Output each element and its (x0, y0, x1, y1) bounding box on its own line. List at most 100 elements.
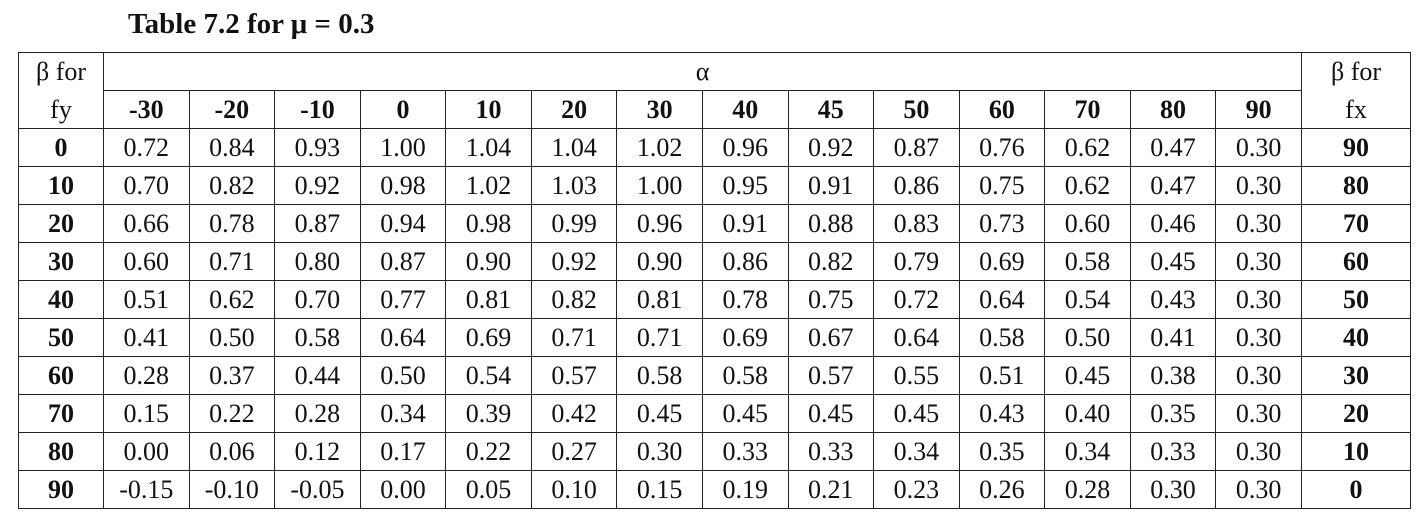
value-cell: 0.62 (1044, 166, 1131, 205)
row-label: 0 (18, 128, 104, 167)
table-row: 80 0.00 0.06 0.12 0.17 0.22 0.27 0.30 0.33 0.33 0.… (18, 432, 1411, 471)
value-cell: 0.00 (103, 432, 190, 471)
value-cell: -0.05 (274, 470, 361, 509)
table-row: β for α β for (18, 52, 1411, 91)
value-cell: 0.80 (274, 242, 361, 281)
value-cell: 0.34 (359, 394, 447, 433)
value-cell: 0.90 (616, 242, 703, 281)
value-cell: 0.86 (701, 242, 789, 281)
value-cell: 0.12 (274, 432, 361, 471)
row-label: 60 (1301, 242, 1411, 281)
table-row: fy -30 -20 -10 0 10 20 30 40 45 50 60 70 80 90 fx (18, 90, 1411, 129)
value-cell: 0.93 (274, 128, 361, 167)
header-label: β for (1301, 52, 1411, 91)
value-cell: 0.10 (530, 470, 618, 509)
value-cell: 0.43 (958, 394, 1046, 433)
table-row: 30 0.60 0.71 0.80 0.87 0.90 0.92 0.90 0.86 0.82 0.… (18, 242, 1411, 281)
column-header: 30 (616, 90, 703, 129)
row-label: 50 (1301, 280, 1411, 319)
value-cell: 0.34 (1044, 432, 1131, 471)
row-label: 70 (1301, 204, 1411, 243)
value-cell: 0.47 (1129, 166, 1217, 205)
value-cell: 0.92 (530, 242, 618, 281)
header-label: β for (18, 52, 104, 91)
row-label: 80 (18, 432, 104, 471)
value-cell: 0.44 (274, 356, 361, 395)
row-label: 60 (18, 356, 104, 395)
column-header: 10 (445, 90, 532, 129)
value-cell: 0.45 (873, 394, 960, 433)
value-cell: 0.21 (787, 470, 875, 509)
value-cell: 0.60 (1044, 204, 1131, 243)
value-cell: 0.30 (1215, 128, 1302, 167)
value-cell: 0.58 (274, 318, 361, 357)
data-table: β for α β for fy -30 -20 -10 0 10 20 30 40 45 50 60 70 8… (18, 52, 1411, 509)
value-cell: 0.86 (873, 166, 960, 205)
value-cell: 0.82 (188, 166, 276, 205)
table-row: 60 0.28 0.37 0.44 0.50 0.54 0.57 0.58 0.58 0.57 0.… (18, 356, 1411, 395)
value-cell: 0.90 (445, 242, 532, 281)
value-cell: 1.00 (616, 166, 703, 205)
value-cell: 0.45 (616, 394, 703, 433)
value-cell: 0.58 (616, 356, 703, 395)
value-cell: 0.30 (1215, 356, 1302, 395)
value-cell: 0.47 (1129, 128, 1217, 167)
value-cell: 0.38 (1129, 356, 1217, 395)
row-label: 10 (18, 166, 104, 205)
value-cell: 0.50 (359, 356, 447, 395)
value-cell: 0.26 (958, 470, 1046, 509)
value-cell: 0.75 (958, 166, 1046, 205)
value-cell: 1.00 (359, 128, 447, 167)
value-cell: 0.22 (188, 394, 276, 433)
table-row: 90 -0.15 -0.10 -0.05 0.00 0.05 0.10 0.15 0.19 0.2… (18, 470, 1411, 509)
table-row: 70 0.15 0.22 0.28 0.34 0.39 0.42 0.45 0.45 0.45 0.… (18, 394, 1411, 433)
value-cell: 0.30 (1215, 470, 1302, 509)
group-header: α (103, 52, 1302, 91)
column-header: 80 (1129, 90, 1217, 129)
row-label: 10 (1301, 432, 1411, 471)
value-cell: 0.99 (530, 204, 618, 243)
value-cell: 0.30 (1215, 318, 1302, 357)
value-cell: 0.06 (188, 432, 276, 471)
value-cell: 0.58 (1044, 242, 1131, 281)
value-cell: 0.71 (188, 242, 276, 281)
value-cell: 0.45 (1044, 356, 1131, 395)
value-cell: 0.23 (873, 470, 960, 509)
value-cell: 0.92 (274, 166, 361, 205)
value-cell: 0.33 (787, 432, 875, 471)
value-cell: 0.70 (274, 280, 361, 319)
value-cell: 0.39 (445, 394, 532, 433)
value-cell: 0.34 (873, 432, 960, 471)
value-cell: 0.30 (616, 432, 703, 471)
value-cell: 0.46 (1129, 204, 1217, 243)
value-cell: 0.17 (359, 432, 447, 471)
value-cell: 0.45 (787, 394, 875, 433)
value-cell: 0.33 (701, 432, 789, 471)
value-cell: 0.92 (787, 128, 875, 167)
value-cell: 0.73 (958, 204, 1046, 243)
value-cell: 0.69 (958, 242, 1046, 281)
value-cell: 0.45 (1129, 242, 1217, 281)
value-cell: 0.75 (787, 280, 875, 319)
value-cell: 1.02 (445, 166, 532, 205)
value-cell: -0.10 (188, 470, 276, 509)
value-cell: 0.87 (873, 128, 960, 167)
value-cell: 0.41 (103, 318, 190, 357)
column-header: -20 (188, 90, 276, 129)
value-cell: 0.30 (1129, 470, 1217, 509)
value-cell: 0.35 (1129, 394, 1217, 433)
value-cell: 0.71 (530, 318, 618, 357)
column-header: 90 (1215, 90, 1302, 129)
row-label: 70 (18, 394, 104, 433)
value-cell: 0.58 (958, 318, 1046, 357)
value-cell: 0.96 (701, 128, 789, 167)
value-cell: 0.41 (1129, 318, 1217, 357)
value-cell: 1.03 (530, 166, 618, 205)
column-header: 70 (1044, 90, 1131, 129)
value-cell: 0.30 (1215, 280, 1302, 319)
value-cell: 0.55 (873, 356, 960, 395)
value-cell: 0.67 (787, 318, 875, 357)
value-cell: 0.30 (1215, 166, 1302, 205)
column-header: -10 (274, 90, 361, 129)
value-cell: 0.05 (445, 470, 532, 509)
